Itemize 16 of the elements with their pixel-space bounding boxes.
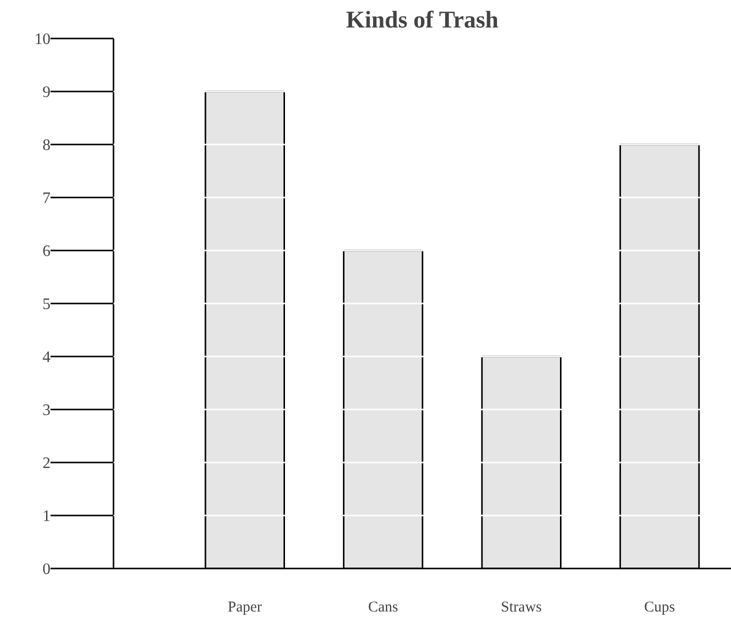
y-tick-label: 0 [42, 561, 50, 578]
y-tick-label: 6 [42, 243, 50, 260]
y-tick-label: 2 [42, 455, 50, 472]
y-tick-label: 7 [42, 190, 50, 207]
y-tick-label: 1 [42, 508, 50, 525]
x-tick-label: Straws [500, 600, 542, 616]
x-tick-label: Cans [368, 600, 398, 616]
y-tick-label: 4 [42, 349, 50, 366]
y-tick-label: 3 [42, 402, 50, 419]
chart-title: Kinds of Trash [346, 8, 499, 34]
y-tick-label: 10 [34, 31, 50, 48]
x-tick-label: Paper [228, 600, 262, 616]
y-tick-label: 8 [42, 137, 50, 154]
x-tick-label: Cups [644, 600, 676, 616]
y-tick-label: 5 [42, 296, 50, 313]
y-tick-label: 9 [42, 84, 50, 101]
